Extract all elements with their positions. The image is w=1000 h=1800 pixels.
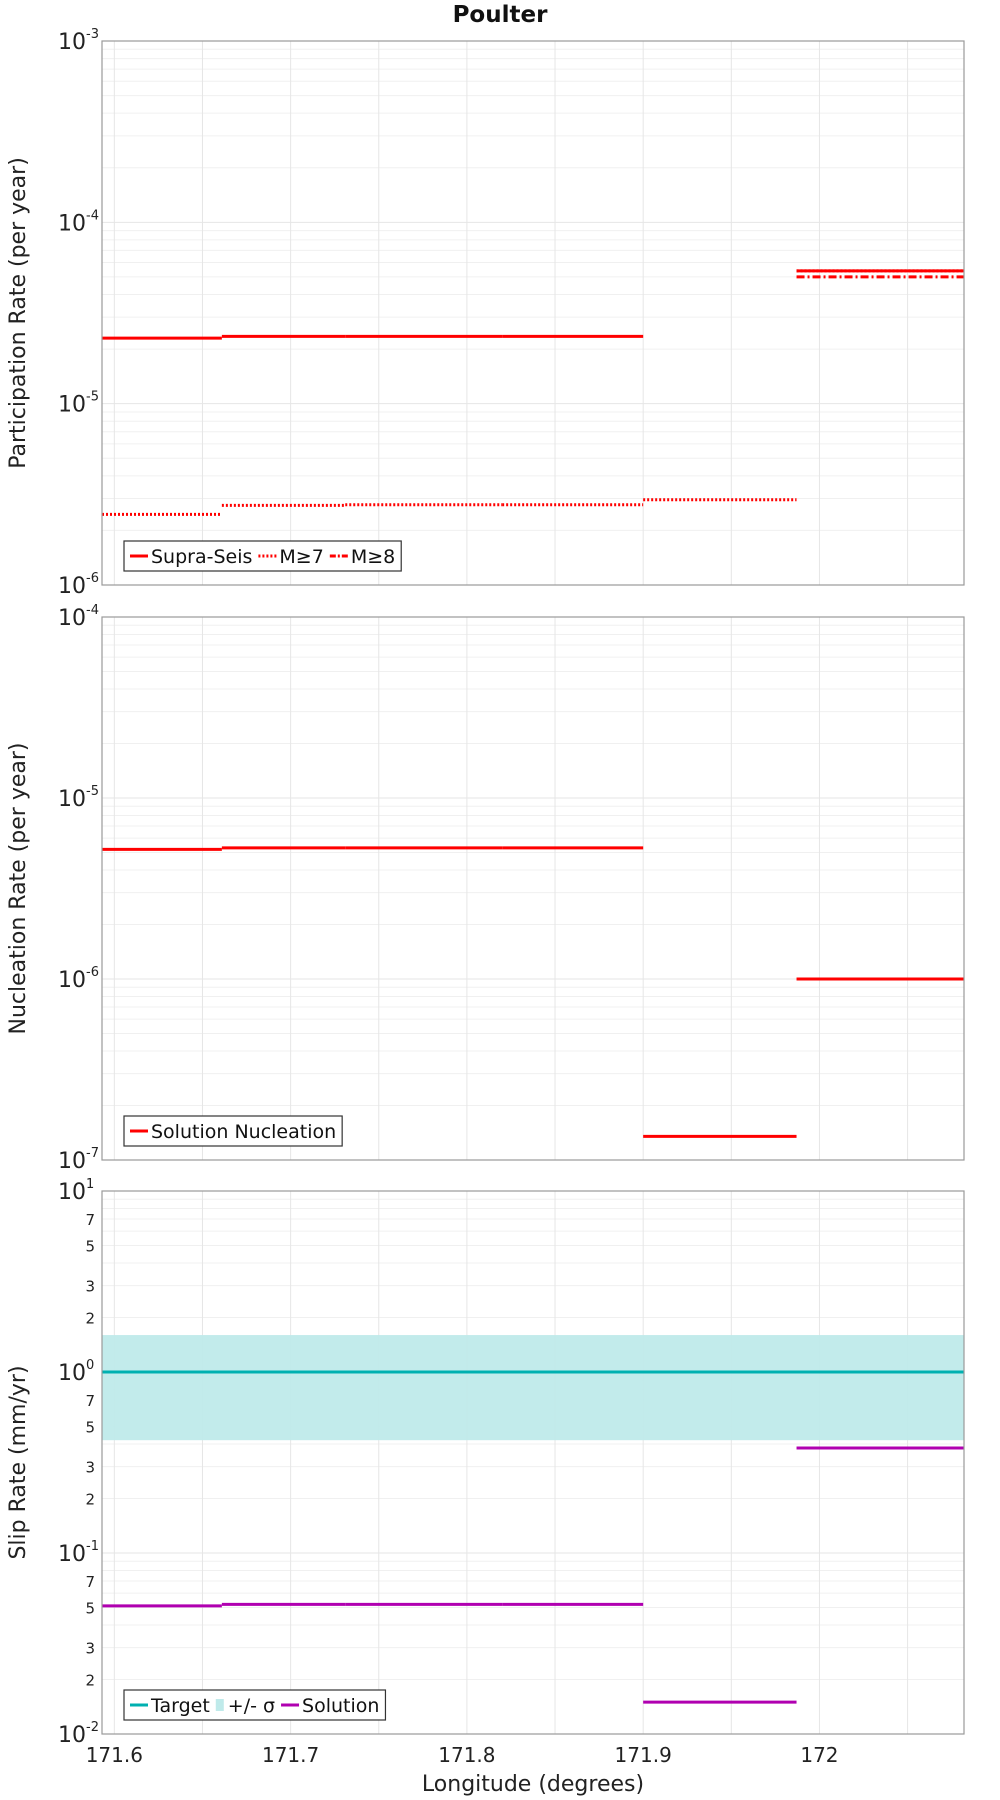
y-minor-tick-label: 5 [85, 1237, 95, 1255]
legend: Supra-Seis M≥7 M≥8 [123, 540, 402, 572]
x-tick-label: 171.6 [86, 1743, 143, 1767]
legend-label: Supra-Seis [151, 546, 252, 568]
y-minor-tick-label: 3 [85, 1640, 95, 1658]
y-minor-tick-label: 3 [85, 1459, 95, 1477]
y-tick-label: 10-2 [58, 1720, 99, 1748]
legend-swatch [215, 1699, 224, 1711]
y-minor-tick-label: 2 [85, 1491, 95, 1509]
legend-box [123, 1689, 387, 1721]
y-tick-label: 10-5 [58, 784, 99, 812]
legend: Target +/- σ Solution [123, 1689, 387, 1721]
y-minor-tick-label: 5 [85, 1599, 95, 1617]
plot-area [102, 1191, 964, 1734]
legend-item: Solution Nucleation [130, 1121, 336, 1143]
legend-label: M≥8 [351, 546, 395, 568]
x-tick-label: 171.9 [615, 1743, 672, 1767]
y-minor-tick-label: 7 [85, 1211, 95, 1229]
plot-frame [101, 616, 965, 1161]
y-tick-label: 10-3 [58, 27, 99, 55]
participation-rate-panel: 10-6 10-5 10-4 10-3 Participation Rate (per … [6, 27, 965, 599]
y-tick-label: 10-7 [58, 1146, 99, 1174]
y-minor-tick-label: 7 [85, 1573, 95, 1591]
y-minor-tick-label: 2 [85, 1672, 95, 1690]
x-tick-label: 171.7 [262, 1743, 319, 1767]
y-tick-label: 10-1 [58, 1539, 99, 1567]
legend-item: +/- σ [215, 1695, 275, 1717]
chart-title: Poulter [453, 2, 549, 28]
legend-item: Target [130, 1695, 210, 1717]
y-minor-tick-label: 5 [85, 1418, 95, 1436]
y-tick-label: 10-5 [58, 390, 99, 418]
legend-label: Solution Nucleation [151, 1121, 336, 1143]
legend-label: M≥7 [279, 546, 323, 568]
x-tick-label: 171.8 [438, 1743, 495, 1767]
y-minor-tick-label: 7 [85, 1392, 95, 1410]
plot-area [102, 617, 964, 1160]
sigma-band [102, 1335, 964, 1441]
legend: Solution Nucleation [123, 1115, 343, 1147]
y-tick-label: 10-4 [58, 603, 99, 631]
y-tick-label: 10-4 [58, 208, 99, 236]
legend-box [123, 1115, 343, 1147]
legend-item: Solution [281, 1695, 379, 1717]
y-minor-tick-label: 3 [85, 1278, 95, 1296]
y-tick-label: 10-6 [58, 965, 99, 993]
y-axis-title: Slip Rate (mm/yr) [6, 1365, 31, 1559]
y-tick-label: 101 [58, 1177, 94, 1205]
legend-label: Solution [302, 1695, 379, 1717]
x-tick-label: 172 [800, 1743, 838, 1767]
legend-label: +/- σ [228, 1695, 275, 1717]
plot-frame [101, 40, 965, 586]
legend-item: M≥7 [258, 546, 324, 568]
y-axis-title: Nucleation Rate (per year) [6, 743, 31, 1035]
legend-item: Supra-Seis [130, 546, 252, 568]
nucleation-rate-panel: 10-7 10-6 10-5 10-4 Nucleation Rate (per yea… [6, 603, 965, 1174]
y-axis-title: Participation Rate (per year) [6, 157, 31, 469]
plot-frame [101, 1190, 965, 1735]
legend-label: Target [150, 1695, 210, 1717]
slip-rate-panel: 10-2 10-1 100 101 2 3 5 7 2 3 5 7 2 3 5 7 Slip Rate (mm/… [6, 1177, 965, 1767]
x-axis-title: Longitude (degrees) [422, 1772, 644, 1797]
legend-item: M≥8 [329, 546, 395, 568]
y-tick-label: 100 [58, 1358, 94, 1386]
plot-area [102, 41, 964, 585]
y-minor-tick-label: 2 [85, 1310, 95, 1328]
y-tick-label: 10-6 [58, 571, 99, 599]
